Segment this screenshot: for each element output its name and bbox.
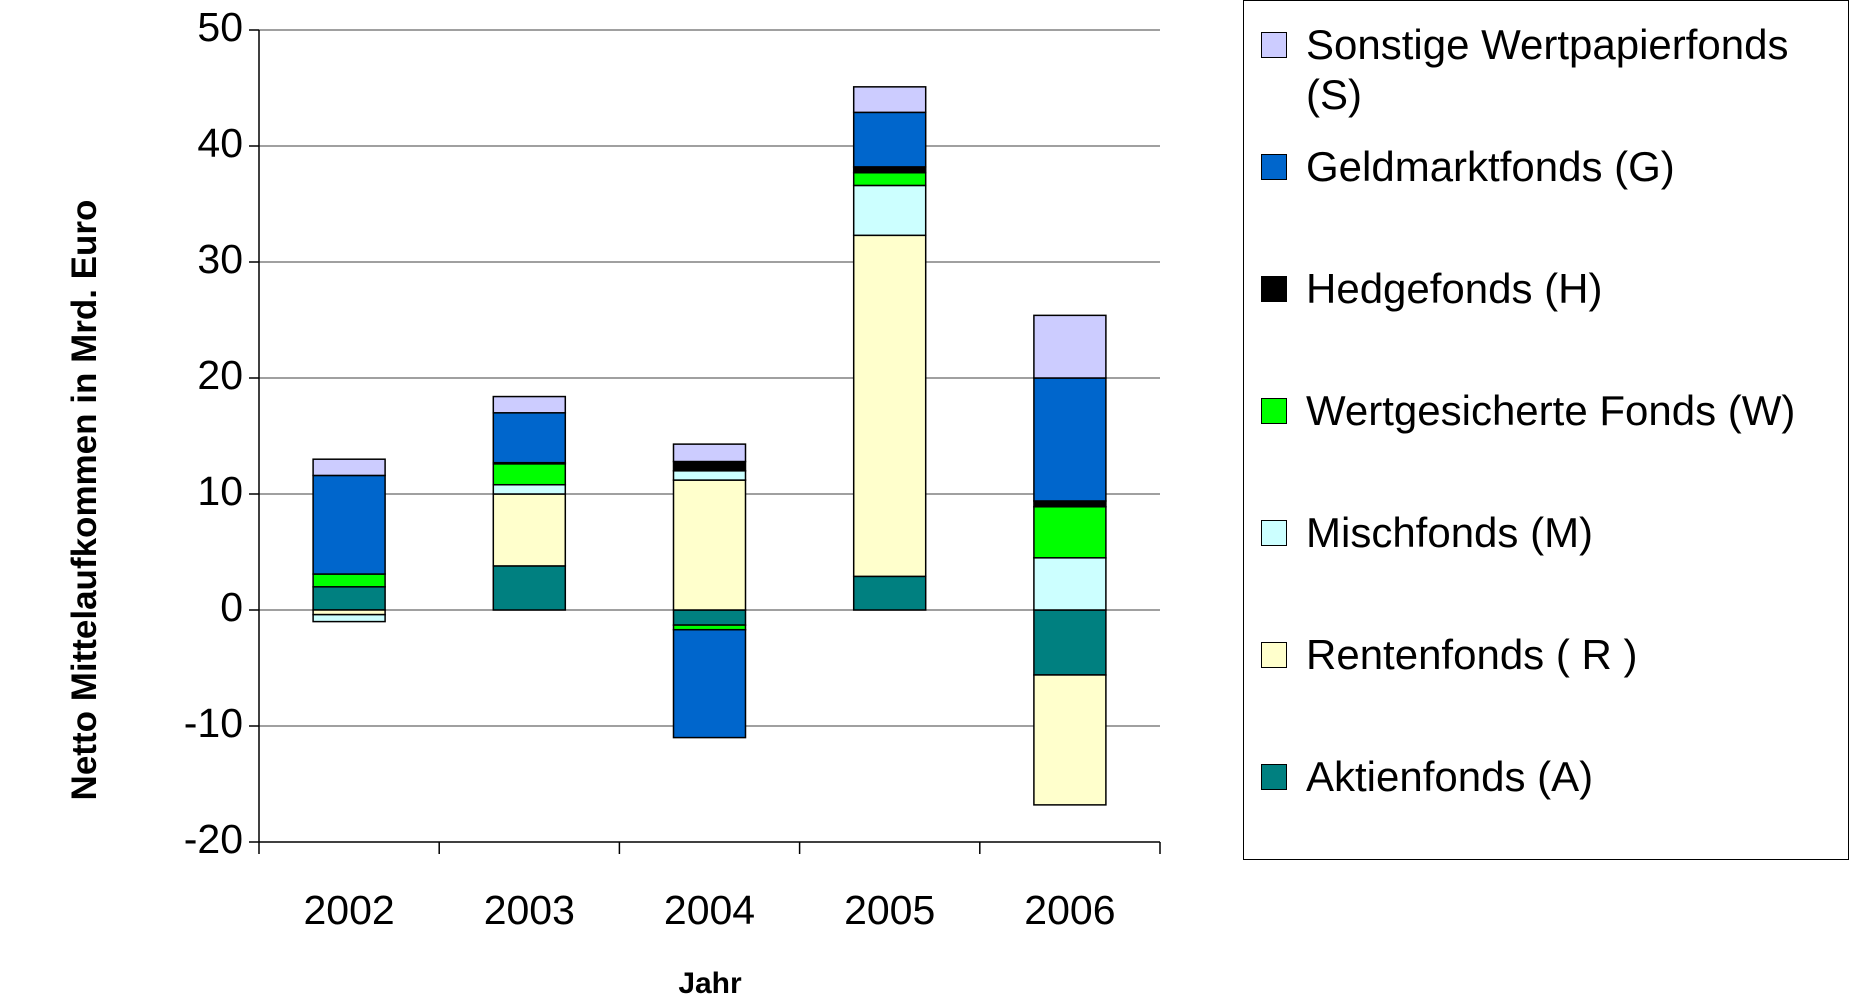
bar-segment (852, 184, 927, 237)
bar-segment (1033, 314, 1107, 379)
bar-segment (1033, 500, 1107, 508)
bar-segment (852, 111, 927, 168)
x-tick-label: 2004 (664, 887, 755, 933)
legend-swatch (1261, 276, 1287, 302)
bar-segment (672, 628, 747, 739)
bar-segment (1033, 557, 1107, 611)
y-tick-label: 20 (197, 352, 243, 398)
y-tick-label: 10 (197, 468, 243, 514)
legend: Sonstige Wertpapierfonds (S) Geldmarktfon… (1243, 0, 1849, 860)
bar-segment (672, 479, 747, 611)
bar-segment (312, 586, 386, 611)
x-tick-label: 2003 (484, 887, 575, 933)
legend-label: Wertgesicherte Fonds (W) (1306, 387, 1796, 434)
bar-segment (312, 474, 386, 575)
legend-swatch (1261, 764, 1287, 790)
y-tick-label: 30 (197, 236, 243, 282)
x-tick-label: 2005 (844, 887, 935, 933)
legend-swatch (1261, 32, 1287, 58)
bar-segment (312, 613, 386, 623)
bar-segment (672, 460, 747, 472)
legend-label: Mischfonds (M) (1306, 509, 1594, 556)
bar-segment (672, 609, 747, 626)
y-tick-label: 0 (220, 584, 243, 630)
x-axis-label: Jahr (678, 967, 742, 1000)
y-axis-label: Netto Mittelaufkommen in Mrd. Euro (65, 199, 104, 801)
x-tick-label: 2006 (1024, 887, 1115, 933)
bar-segment (852, 86, 927, 114)
bar-segment (852, 166, 927, 174)
legend-swatch (1261, 154, 1287, 180)
bar-segment (492, 463, 567, 486)
bar-segment (1033, 674, 1107, 806)
bar-segment (672, 470, 747, 481)
y-tick-label: 50 (197, 4, 243, 50)
legend-label: Rentenfonds ( R ) (1306, 631, 1638, 678)
bar-segment (492, 412, 567, 464)
bar-segment (672, 443, 747, 463)
bar-segment (1033, 506, 1107, 559)
bar-segment (1033, 377, 1107, 502)
legend-swatch (1261, 642, 1287, 668)
bar-segment (312, 458, 386, 477)
legend-label: Sonstige Wertpapierfonds (S) (1306, 21, 1789, 118)
y-tick-label: -10 (184, 700, 243, 746)
bar-segment (492, 395, 567, 414)
bar-segment (492, 493, 567, 567)
bar-segment (852, 171, 927, 187)
bar-segment (312, 573, 386, 588)
legend-label: Hedgefonds (H) (1306, 265, 1603, 312)
bar-segment (492, 565, 567, 611)
y-tick-label: -20 (184, 816, 243, 862)
legend-swatch (1261, 520, 1287, 546)
y-tick-label: 40 (197, 120, 243, 166)
legend-swatch (1261, 398, 1287, 424)
bar-segment (852, 575, 927, 611)
legend-label: Aktienfonds (A) (1306, 753, 1594, 800)
bar-segment (852, 234, 927, 578)
x-tick-label: 2002 (303, 887, 394, 933)
bar-segment (492, 483, 567, 495)
legend-label: Geldmarktfonds (G) (1306, 143, 1675, 190)
bar-segment (1033, 609, 1107, 676)
